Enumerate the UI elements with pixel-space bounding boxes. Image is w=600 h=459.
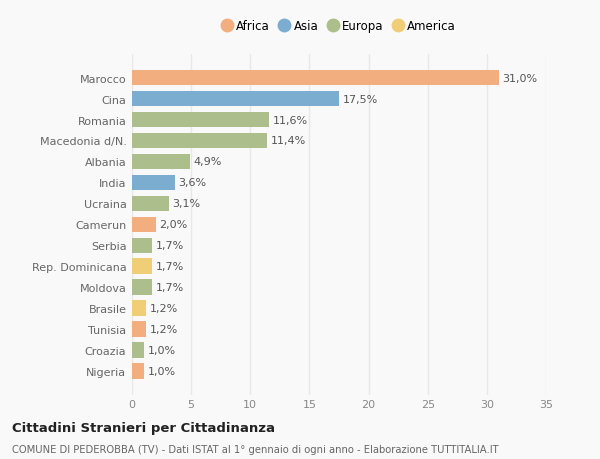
Text: 31,0%: 31,0% bbox=[502, 73, 538, 84]
Text: COMUNE DI PEDEROBBA (TV) - Dati ISTAT al 1° gennaio di ogni anno - Elaborazione : COMUNE DI PEDEROBBA (TV) - Dati ISTAT al… bbox=[12, 444, 499, 454]
Text: 1,0%: 1,0% bbox=[148, 366, 176, 376]
Text: 1,7%: 1,7% bbox=[155, 241, 184, 251]
Legend: Africa, Asia, Europa, America: Africa, Asia, Europa, America bbox=[218, 17, 460, 37]
Bar bbox=[132, 133, 267, 149]
Bar bbox=[132, 280, 152, 296]
Text: 11,6%: 11,6% bbox=[273, 115, 308, 125]
Text: 11,4%: 11,4% bbox=[271, 136, 305, 146]
Text: 1,7%: 1,7% bbox=[155, 262, 184, 272]
Bar bbox=[132, 196, 169, 212]
Bar bbox=[132, 301, 146, 317]
Text: 3,6%: 3,6% bbox=[178, 178, 206, 188]
Bar bbox=[132, 91, 339, 107]
Bar bbox=[132, 343, 144, 358]
Text: 4,9%: 4,9% bbox=[194, 157, 222, 167]
Bar bbox=[132, 71, 499, 86]
Text: 1,2%: 1,2% bbox=[150, 304, 178, 313]
Text: 1,0%: 1,0% bbox=[148, 346, 176, 356]
Text: 2,0%: 2,0% bbox=[159, 220, 187, 230]
Bar bbox=[132, 154, 190, 170]
Bar bbox=[132, 175, 175, 191]
Bar bbox=[132, 322, 146, 337]
Text: 1,7%: 1,7% bbox=[155, 283, 184, 293]
Text: Cittadini Stranieri per Cittadinanza: Cittadini Stranieri per Cittadinanza bbox=[12, 421, 275, 434]
Text: 17,5%: 17,5% bbox=[343, 94, 378, 104]
Bar bbox=[132, 112, 269, 128]
Bar bbox=[132, 364, 144, 379]
Text: 1,2%: 1,2% bbox=[150, 325, 178, 335]
Text: 3,1%: 3,1% bbox=[172, 199, 200, 209]
Bar bbox=[132, 217, 155, 233]
Bar bbox=[132, 259, 152, 274]
Bar bbox=[132, 238, 152, 254]
